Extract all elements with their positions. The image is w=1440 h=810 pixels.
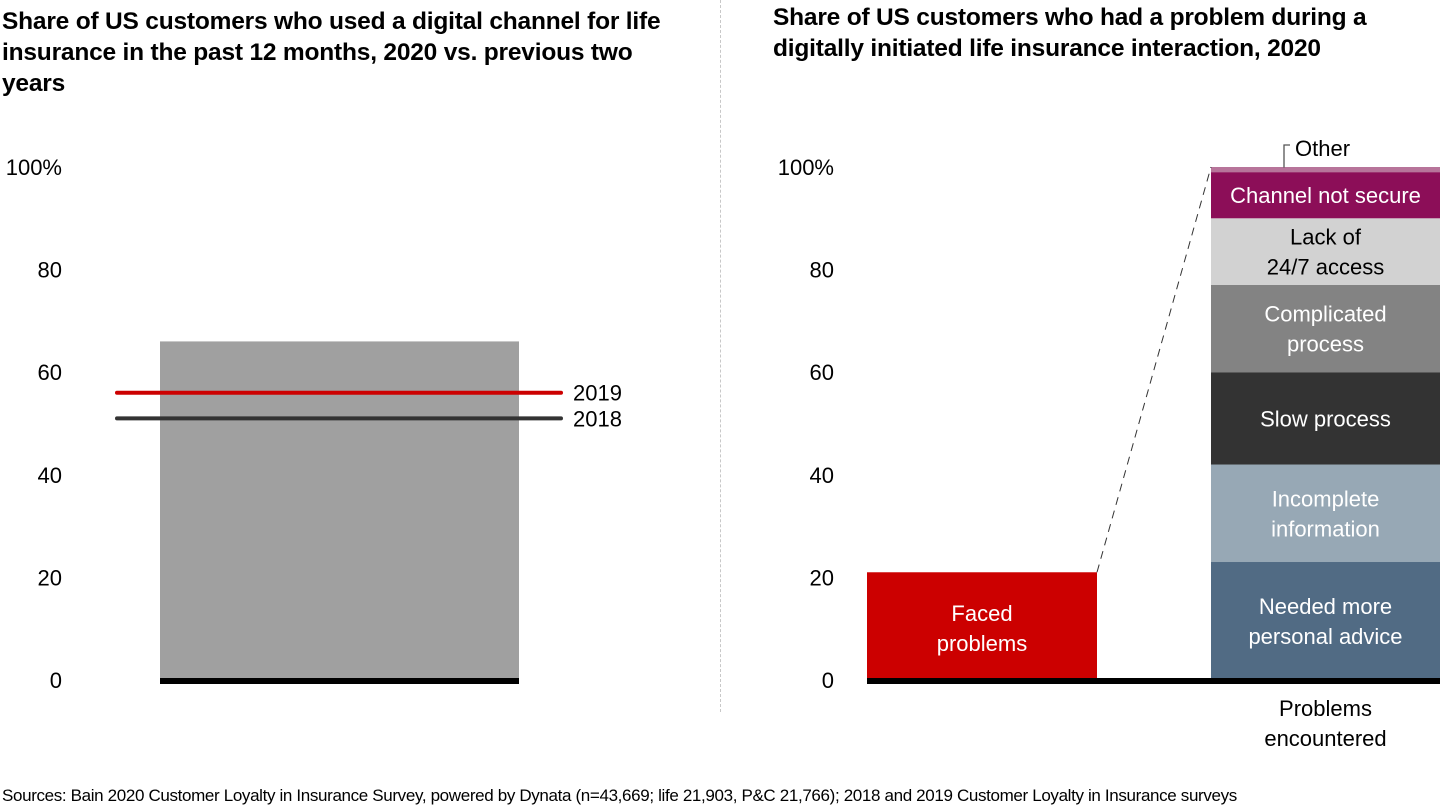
segment-label: Slow process [1260, 406, 1391, 431]
y-tick-label: 40 [810, 463, 834, 488]
y-tick-label: 40 [38, 463, 62, 488]
bar-label-faced-problems: Faced problems [937, 601, 1027, 656]
y-tick-label: 0 [822, 668, 834, 693]
other-leader-line [1283, 144, 1290, 168]
baseline [867, 678, 1440, 684]
right-chart-title: Share of US customers who had a problem … [773, 4, 1367, 62]
right-chart: 0 20 40 60 80 100% Faced problems Needed more per… [778, 136, 1440, 751]
y-tick-label: 60 [38, 360, 62, 385]
segment-lack-of-24-7-access [1211, 218, 1440, 285]
segment-slow-process [1211, 372, 1440, 465]
reference-label-2019: 2019 [573, 381, 622, 406]
y-tick-label: 100% [778, 155, 834, 180]
panel-divider [720, 0, 721, 712]
y-tick-label: 0 [50, 668, 62, 693]
y-tick-label: 100% [6, 155, 62, 180]
category-label-problems-encountered: Problems encountered [1264, 696, 1386, 751]
segment-other [1211, 167, 1440, 173]
segment-channel-not-secure [1211, 172, 1440, 219]
bar-2020 [160, 341, 519, 680]
bar-faced-problems [867, 572, 1097, 680]
y-tick-label: 20 [38, 565, 62, 590]
y-tick-label: 60 [810, 360, 834, 385]
segment-needed-more-personal-advice [1211, 562, 1440, 680]
left-chart-title: Share of US customers who used a digital… [2, 8, 661, 97]
segment-label: Needed more personal advice [1248, 594, 1402, 649]
y-tick-label: 80 [810, 258, 834, 283]
segment-label: Lack of 24/7 access [1267, 225, 1384, 280]
baseline [160, 678, 519, 684]
segment-label: Channel not secure [1230, 183, 1421, 208]
y-tick-label: 20 [810, 565, 834, 590]
segment-label-other: Other [1295, 136, 1350, 161]
segment-incomplete-information [1211, 464, 1440, 563]
segment-label: Complicated process [1264, 302, 1386, 357]
y-tick-label: 80 [38, 258, 62, 283]
connector-line [1096, 166, 1212, 573]
reference-label-2018: 2018 [573, 406, 622, 431]
segment-label: Incomplete information [1271, 486, 1380, 541]
segment-complicated-process [1211, 284, 1440, 373]
source-note: Sources: Bain 2020 Customer Loyalty in I… [2, 786, 1237, 805]
